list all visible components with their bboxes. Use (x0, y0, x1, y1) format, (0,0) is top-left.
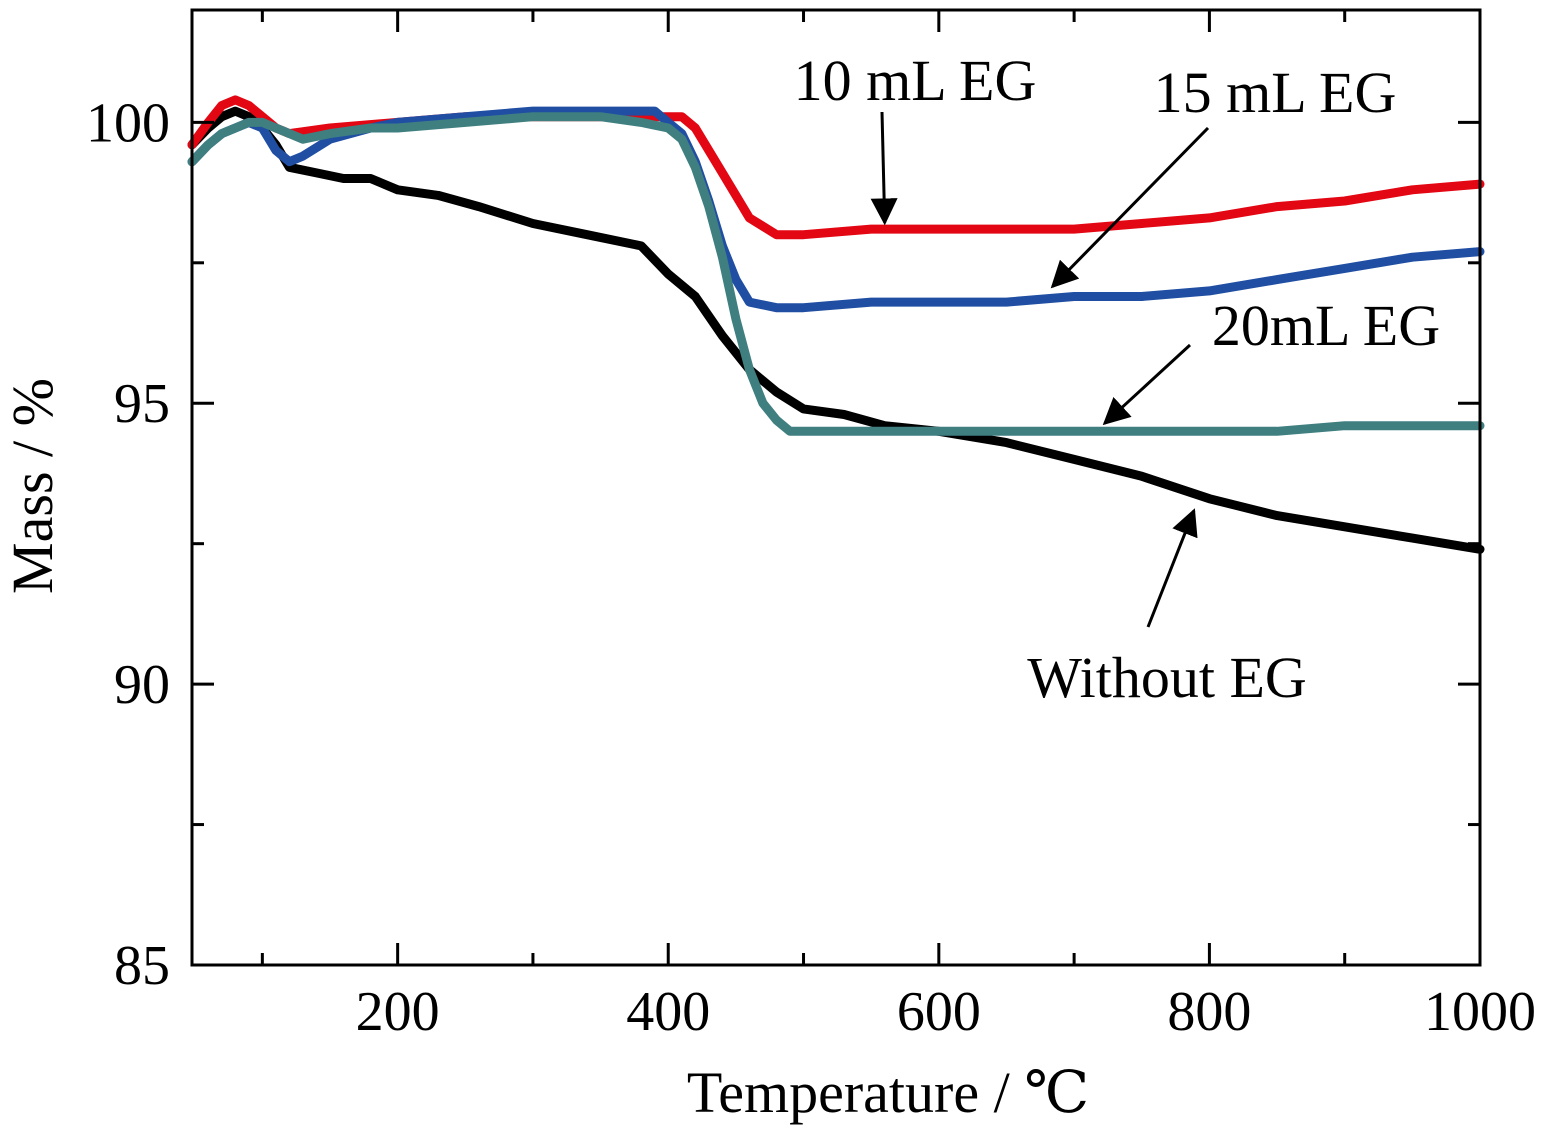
x-axis-title: Temperature / ℃ (687, 1060, 1089, 1125)
annotation-arrow (1102, 343, 1192, 426)
series-line-4 (187, 112, 1485, 436)
annotation-label: 20mL EG (1212, 293, 1440, 358)
annotation-arrow (1146, 508, 1198, 628)
series-layer (187, 95, 1485, 554)
annotation-label: Without EG (1027, 645, 1307, 710)
x-tick-label: 200 (356, 981, 440, 1043)
plot-frame (190, 8, 1482, 967)
x-tick-label: 600 (897, 981, 981, 1043)
y-tick-label: 100 (86, 92, 170, 154)
tick-labels: 200 400 600 800 1000 85 90 95 100 (86, 92, 1536, 1043)
y-tick-label: 90 (114, 654, 170, 716)
x-tick-label: 1000 (1424, 981, 1536, 1043)
axis-ticks (192, 10, 1482, 967)
x-tick-label: 800 (1167, 981, 1251, 1043)
annotation-arrow (870, 111, 898, 226)
annotation-label: 10 mL EG (794, 48, 1037, 113)
y-tick-label: 85 (114, 935, 170, 997)
annotation-label: 15 mL EG (1154, 60, 1397, 125)
series-line-2 (187, 95, 1485, 240)
y-axis-title: Mass / % (0, 378, 65, 594)
annotation-arrow (1050, 126, 1210, 289)
annotations: 10 mL EG 15 mL EG 20mL EG Without EG (794, 48, 1440, 710)
y-tick-label: 95 (114, 373, 170, 435)
x-tick-label: 400 (626, 981, 710, 1043)
